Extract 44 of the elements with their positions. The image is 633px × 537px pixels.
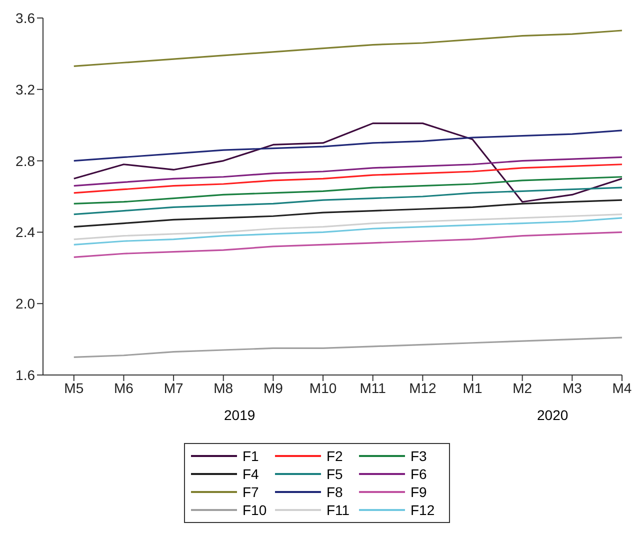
x-tick-label: M12 <box>409 380 437 396</box>
line-series <box>73 336 622 358</box>
line-series <box>73 186 622 216</box>
y-tick-label: 1.6 <box>16 366 36 383</box>
x-tick-label: M4 <box>612 380 632 396</box>
legend-label: F6 <box>410 466 427 482</box>
line-series <box>73 130 622 162</box>
y-tick-label: 2.0 <box>16 296 36 312</box>
line-series <box>73 217 622 246</box>
legend-label: F7 <box>242 484 259 500</box>
line-series <box>73 231 622 258</box>
x-tick-label: M2 <box>512 380 532 396</box>
line-series <box>73 176 622 204</box>
x-tick-label: M9 <box>263 380 284 396</box>
x-tick-label: M3 <box>562 380 582 396</box>
legend-label: F9 <box>410 484 427 500</box>
y-tick-label: 2.4 <box>16 224 36 240</box>
x-tick-label: M6 <box>114 380 134 396</box>
line-series <box>73 199 622 228</box>
x-tick-label: M8 <box>214 380 234 396</box>
x-tick-label: M7 <box>164 380 184 396</box>
legend-label: F5 <box>326 466 343 482</box>
y-tick-label: 2.8 <box>16 152 36 169</box>
legend-label: F3 <box>410 448 427 464</box>
x-tick-label: M5 <box>64 380 84 396</box>
x-tick-label: M11 <box>360 380 386 396</box>
line-series <box>73 214 622 240</box>
y-tick-label: 3.6 <box>16 10 36 26</box>
text: 2020 <box>537 407 568 423</box>
legend-label: F4 <box>242 466 259 482</box>
text: 2019 <box>224 407 256 423</box>
x-tick-label: M1 <box>462 380 482 396</box>
y-tick-label: 3.2 <box>16 81 36 98</box>
line-series <box>73 122 622 203</box>
line-series <box>73 164 622 194</box>
line-series <box>73 156 622 187</box>
legend-label: F8 <box>326 484 343 500</box>
legend-label: F2 <box>326 448 343 464</box>
legend-label: F12 <box>410 502 435 518</box>
legend-label: F11 <box>326 502 350 518</box>
legend-label: F1 <box>242 448 259 464</box>
x-tick-label: M10 <box>309 380 337 396</box>
line-series <box>73 30 622 67</box>
legend-label: F10 <box>242 502 267 518</box>
